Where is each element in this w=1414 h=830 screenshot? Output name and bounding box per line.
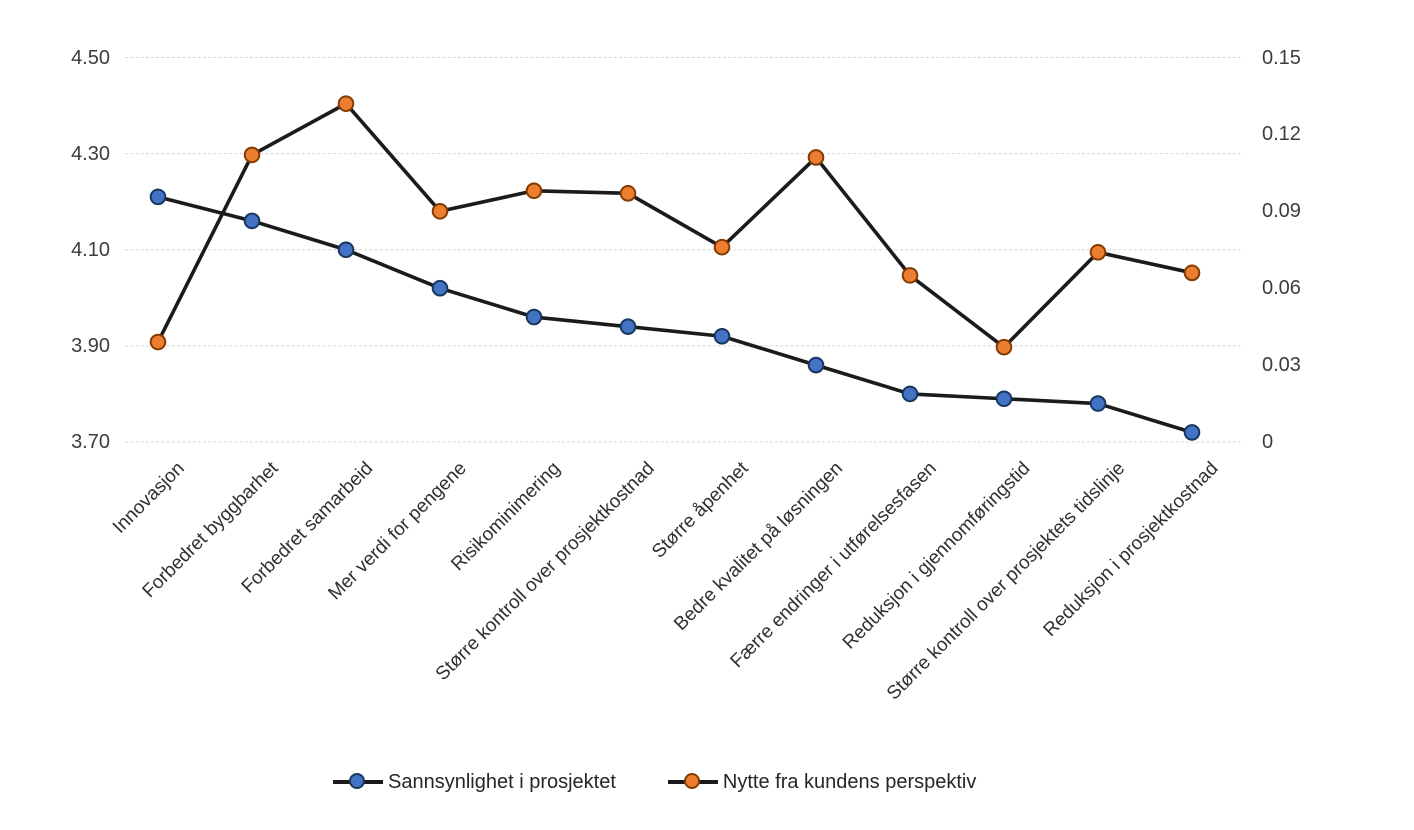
data-point-marker <box>995 390 1013 408</box>
right-axis-tick-label: 0.12 <box>1262 123 1301 146</box>
data-point-marker <box>337 95 355 112</box>
legend-marker-circle-icon <box>683 773 700 789</box>
left-axis-tick-label: 3.90 <box>71 334 110 357</box>
data-point-marker <box>243 212 261 230</box>
legend-line-marker-icon <box>333 773 383 791</box>
left-axis-tick-label: 4.50 <box>71 46 110 69</box>
legend-label: Nytte fra kundens perspektiv <box>722 771 977 793</box>
legend: Sannsynlighet i prosjektet Nytte fra kun… <box>333 769 976 795</box>
legend-line-marker-icon <box>667 773 718 791</box>
right-axis-tick-label: 0.09 <box>1262 200 1301 223</box>
data-point-marker <box>807 149 825 166</box>
data-point-marker <box>1089 244 1107 261</box>
left-axis-tick-label: 3.70 <box>71 431 110 453</box>
data-point-marker <box>525 182 543 200</box>
data-point-marker <box>713 238 731 256</box>
series-line-sannsynlighet <box>156 195 1194 435</box>
data-point-marker <box>1183 424 1201 441</box>
right-axis-tick-label: 0.15 <box>1262 46 1301 69</box>
data-point-marker <box>807 356 825 374</box>
data-point-marker <box>337 241 355 259</box>
legend-item-sannsynlighet-i-prosjektet: Sannsynlighet i prosjektet <box>333 769 616 795</box>
left-axis-tick-label: 4.30 <box>71 142 110 165</box>
data-point-marker <box>619 185 637 202</box>
data-point-marker <box>431 279 449 297</box>
data-point-marker <box>619 318 637 335</box>
legend-label: Sannsynlighet i prosjektet <box>388 771 616 793</box>
data-point-marker <box>431 203 449 220</box>
legend-marker-circle-icon <box>349 773 365 789</box>
data-point-marker <box>901 267 919 284</box>
right-axis-tick-label: 0 <box>1262 431 1274 453</box>
right-axis-tick-label: 0.06 <box>1262 277 1301 300</box>
data-point-marker <box>713 327 731 345</box>
series-line-nytte <box>156 101 1194 349</box>
data-point-marker <box>1183 264 1201 282</box>
data-point-marker <box>901 385 919 403</box>
data-point-marker <box>243 146 261 164</box>
data-point-marker <box>149 188 167 206</box>
data-point-marker <box>1089 395 1107 412</box>
data-point-marker <box>525 308 543 326</box>
data-point-marker <box>995 338 1013 356</box>
right-axis-tick-label: 0.03 <box>1262 354 1301 377</box>
data-point-marker <box>149 333 167 351</box>
left-axis-tick-label: 4.10 <box>71 238 110 261</box>
legend-item-nytte-fra-kundens-perspektiv: Nytte fra kundens perspektiv <box>667 769 977 795</box>
